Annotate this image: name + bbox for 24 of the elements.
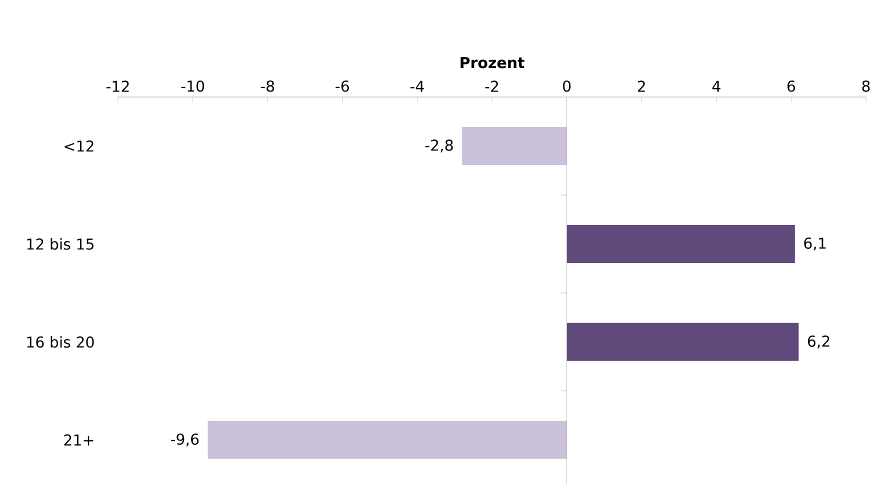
data-label: 6,1	[804, 238, 826, 250]
x-tick-label: 4	[712, 80, 720, 92]
x-tick-label: -6	[336, 80, 349, 92]
x-tick-label: 2	[638, 80, 645, 92]
x-tick-label: -2	[485, 80, 498, 92]
x-tick-label: -10	[181, 80, 204, 92]
x-tick-label: 8	[862, 80, 870, 92]
x-tick-label: 6	[787, 80, 796, 92]
y-tick-label: 21+	[64, 434, 94, 446]
bar	[208, 420, 567, 459]
y-tick-label: 12 bis 15	[27, 238, 94, 250]
x-tick-label: -8	[260, 80, 274, 92]
bar	[566, 322, 799, 361]
y-tick-label: 16 bis 20	[27, 336, 94, 348]
x-tick-label: 0	[563, 80, 571, 92]
data-label: 6,2	[808, 335, 830, 348]
y-tick-label: <12	[64, 140, 94, 152]
bar	[462, 126, 567, 165]
x-tick-label: -4	[410, 80, 424, 92]
x-axis-title: Prozent	[460, 57, 524, 68]
x-tick-label: -12	[106, 80, 129, 92]
data-label: -2,8	[425, 140, 453, 152]
data-label: -9,6	[171, 433, 199, 446]
bar	[566, 224, 795, 263]
